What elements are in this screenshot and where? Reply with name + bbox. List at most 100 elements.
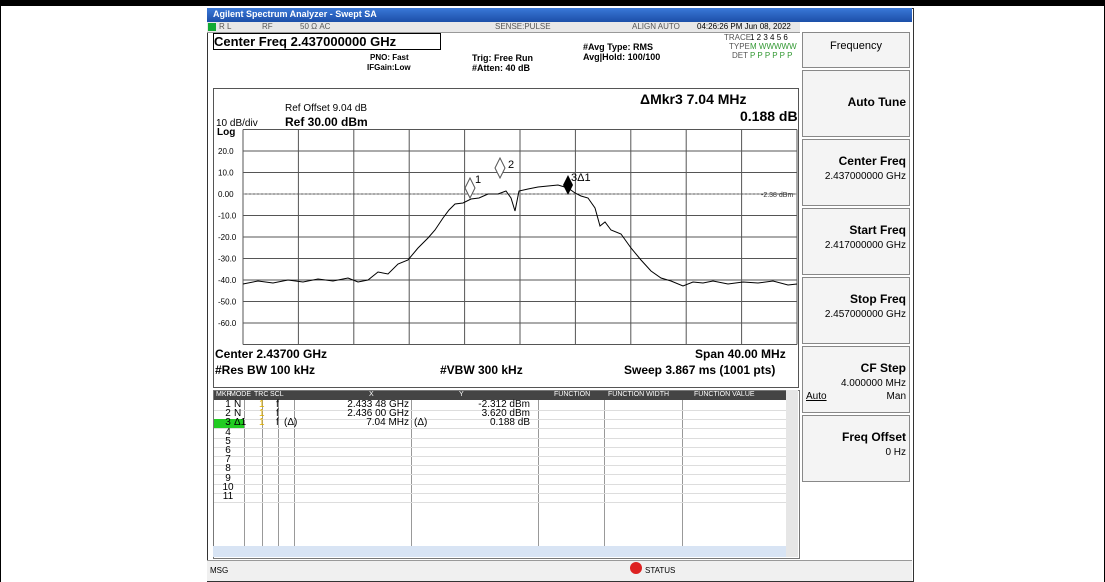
log: Log: [217, 127, 236, 138]
plot: 1 2 3Δ1 -2.38 dBm 20.0 10.0 0.00 -10.0 -20.0…: [218, 129, 798, 345]
softkey-label: Center Freq: [838, 154, 906, 168]
table-cell: N: [234, 399, 242, 410]
title-bar: [207, 8, 912, 22]
row-line: [214, 437, 787, 439]
status-icon: [208, 23, 216, 31]
table-cell: 0.188 dB: [489, 417, 530, 429]
softkey-value: 2.457000000 GHz: [824, 309, 906, 320]
y-label: 10.0: [218, 169, 234, 178]
rbw: #Res BW 100 kHz: [215, 363, 316, 377]
table-cell: 1: [225, 399, 231, 410]
status-impedance: 50 Ω AC: [300, 22, 331, 31]
v-scrollbar: [786, 390, 798, 557]
table-cell: 3.620 dBm: [481, 408, 530, 420]
y-label: -20.0: [218, 233, 237, 242]
row-line: [214, 483, 787, 485]
softkey[interactable]: Center Freq 2.437000000 GHz: [802, 139, 910, 206]
column-line: [411, 400, 412, 547]
status-sense: SENSE:PULSE: [495, 22, 551, 31]
pno: PNO: Fast: [370, 53, 409, 62]
h-scrollbar: [213, 546, 786, 557]
row-line: [214, 492, 787, 494]
column-header: FUNCTION WIDTH: [608, 391, 670, 398]
msg-bar: [207, 560, 912, 581]
table-cell: 4: [225, 426, 231, 438]
status-align: ALIGN AUTO: [632, 22, 680, 31]
marker-readout: ΔMkr3 7.04 MHz: [640, 91, 747, 107]
column-line: [538, 400, 539, 547]
y-label: 20.0: [218, 147, 234, 156]
softkey-label: Stop Freq: [850, 292, 906, 306]
column-header: FUNCTION: [554, 391, 591, 398]
trig: Trig: Free Run: [472, 53, 534, 63]
table-cell: 2.436 00 GHz: [347, 408, 409, 420]
table-cell: 5: [225, 435, 231, 447]
softkey-label: Auto Tune: [847, 95, 906, 109]
y-label: -40.0: [218, 276, 237, 285]
softkey-value: 2.417000000 GHz: [824, 240, 906, 251]
softkey-label: Freq Offset: [841, 430, 906, 444]
scale: 10 dB/div: [216, 118, 258, 129]
status-rl: R L: [219, 22, 232, 31]
center: Center 2.43700 GHz: [215, 347, 328, 361]
table-cell: 1: [259, 399, 265, 410]
softkey-option: Man: [886, 391, 906, 402]
row-line: [214, 474, 787, 476]
table-header: [214, 391, 787, 400]
row-line: [214, 456, 787, 457]
avg-hold: Avg|Hold: 100/100: [583, 52, 661, 62]
table-cell: f: [276, 408, 279, 420]
row-line: [214, 419, 787, 421]
row-line: [214, 465, 787, 467]
y-label: -10.0: [218, 212, 237, 221]
table-cell: 1: [259, 417, 265, 429]
column-header: TRC: [254, 391, 269, 398]
trace: [242, 184, 798, 287]
y-label: -30.0: [218, 255, 237, 264]
status-icon: [630, 562, 642, 574]
table-cell: 9: [225, 472, 231, 484]
status-datetime: 04:26:26 PM Jun 08, 2022: [697, 22, 791, 31]
softkey[interactable]: Freq Offset 0 Hz: [802, 415, 910, 482]
active-row: [214, 419, 244, 429]
table-cell: 11: [222, 491, 234, 502]
column-line: [294, 400, 295, 547]
softkey-value: 2.437000000 GHz: [824, 171, 906, 182]
softkey[interactable]: CF Step 4.000000 MHz Auto Man: [802, 346, 910, 413]
status-rf: RF: [262, 22, 273, 31]
type-vals: M WWWWW: [750, 42, 797, 51]
marker-label: 3Δ1: [571, 172, 591, 184]
window-title: Agilent Spectrum Analyzer - Swept SA: [213, 9, 377, 19]
table-cell: 3: [225, 417, 231, 429]
marker-label: 1: [475, 174, 481, 186]
marker-delta: 0.188 dB: [740, 108, 798, 124]
y-label: 0.00: [218, 190, 234, 199]
status: STATUS: [645, 566, 676, 575]
column-line: [262, 400, 263, 547]
marker-diamonds: [464, 156, 506, 200]
softkey[interactable]: Auto Tune: [802, 70, 910, 137]
table-cell: Δ1: [234, 417, 247, 429]
table-cell: 7: [225, 454, 231, 466]
column-header: FUNCTION VALUE: [694, 391, 755, 398]
softkey[interactable]: Stop Freq 2.457000000 GHz: [802, 277, 910, 344]
row-line: [214, 502, 787, 503]
column-header: SCL: [270, 391, 284, 398]
column-header: Y: [459, 391, 464, 398]
softkey-value: 0 Hz: [885, 447, 906, 458]
avg-type: #Avg Type: RMS: [583, 42, 654, 52]
column-header: MODE: [230, 391, 251, 398]
y-label: -50.0: [218, 298, 237, 307]
sweep: Sweep 3.867 ms (1001 pts): [624, 363, 776, 377]
softkey-label: CF Step: [860, 361, 906, 375]
table-cell: N: [234, 408, 242, 420]
trace-nums: 1 2 3 4 5 6: [750, 33, 788, 42]
table-cell: 10: [222, 481, 234, 493]
softkey[interactable]: Start Freq 2.417000000 GHz: [802, 208, 910, 275]
column-line: [244, 400, 245, 547]
table-cell: 6: [225, 445, 231, 456]
column-line: [682, 400, 683, 547]
det-vals: P P P P P P: [750, 51, 793, 60]
span: Span 40.00 MHz: [695, 347, 786, 361]
